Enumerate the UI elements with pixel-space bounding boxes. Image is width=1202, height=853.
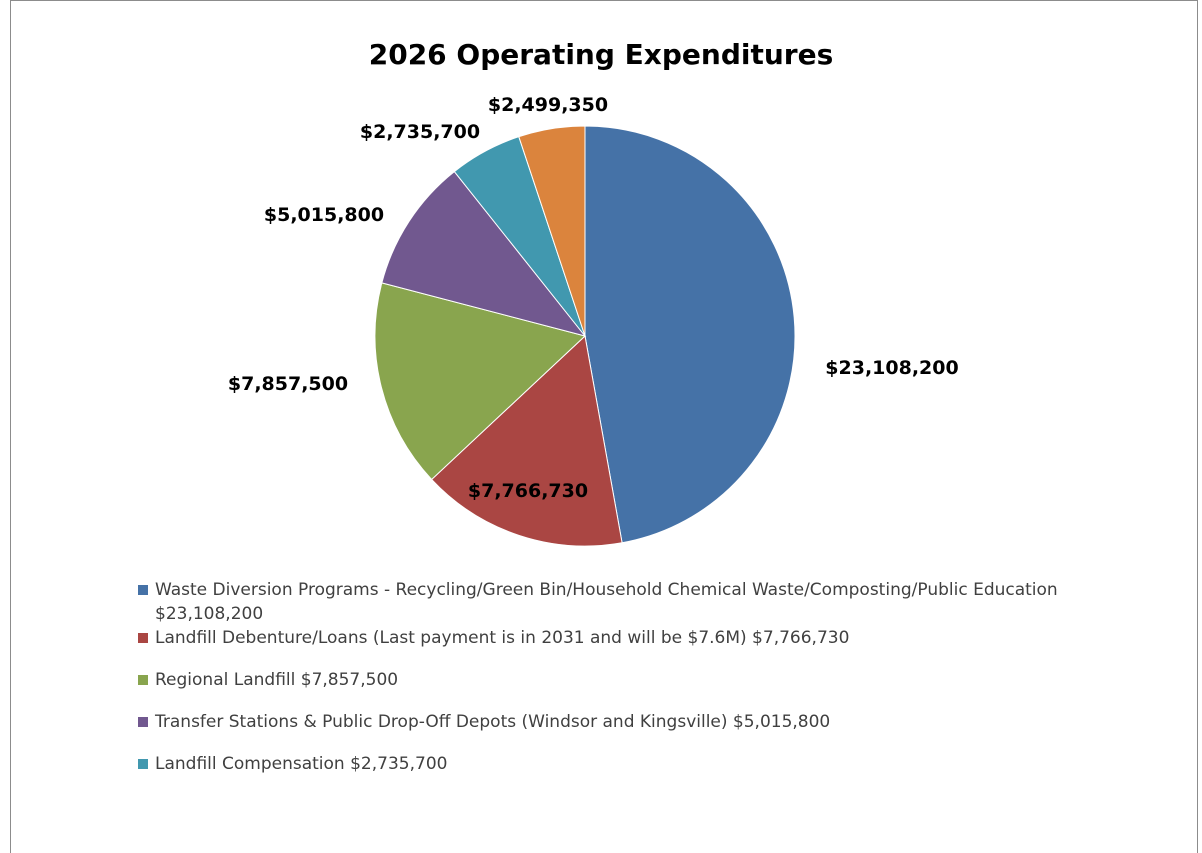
data-label-3: $7,857,500	[228, 373, 348, 395]
chart-title: 2026 Operating Expenditures	[368, 38, 834, 71]
legend-label-1: Waste Diversion Programs - Recycling/Gre…	[155, 580, 1058, 624]
legend-swatch-1	[138, 585, 148, 595]
legend-item-3: Regional Landfill $7,857,500	[138, 668, 1138, 692]
pie-slice-2	[430, 335, 623, 547]
legend-swatch-2	[138, 633, 148, 643]
legend-item-5: Landfill Compensation $2,735,700	[138, 752, 1138, 776]
pie-slice-1	[584, 125, 796, 544]
legend-swatch-3	[138, 675, 148, 685]
legend-label-3: Regional Landfill $7,857,500	[155, 670, 399, 690]
legend-label-4: Transfer Stations & Public Drop-Off Depo…	[155, 712, 831, 732]
legend-item-4: Transfer Stations & Public Drop-Off Depo…	[138, 710, 1138, 734]
legend-label-5: Landfill Compensation $2,735,700	[155, 754, 448, 774]
legend-swatch-4	[138, 717, 148, 727]
legend-swatch-5	[138, 759, 148, 769]
chart-frame	[10, 0, 1198, 853]
legend-item-1: Waste Diversion Programs - Recycling/Gre…	[138, 578, 1138, 626]
data-label-4: $5,015,800	[264, 204, 384, 226]
data-label-2: $7,766,730	[468, 480, 588, 502]
legend-item-2: Landfill Debenture/Loans (Last payment i…	[138, 626, 1138, 650]
chart-legend: Waste Diversion Programs - Recycling/Gre…	[138, 578, 1138, 776]
pie-slice-3	[374, 282, 587, 481]
pie-slice-4	[381, 170, 587, 337]
data-label-6: $2,499,350	[488, 94, 608, 116]
data-label-1: $23,108,200	[825, 357, 958, 379]
data-label-5: $2,735,700	[360, 121, 480, 143]
legend-label-2: Landfill Debenture/Loans (Last payment i…	[155, 628, 850, 648]
pie-slice-6	[518, 125, 586, 337]
